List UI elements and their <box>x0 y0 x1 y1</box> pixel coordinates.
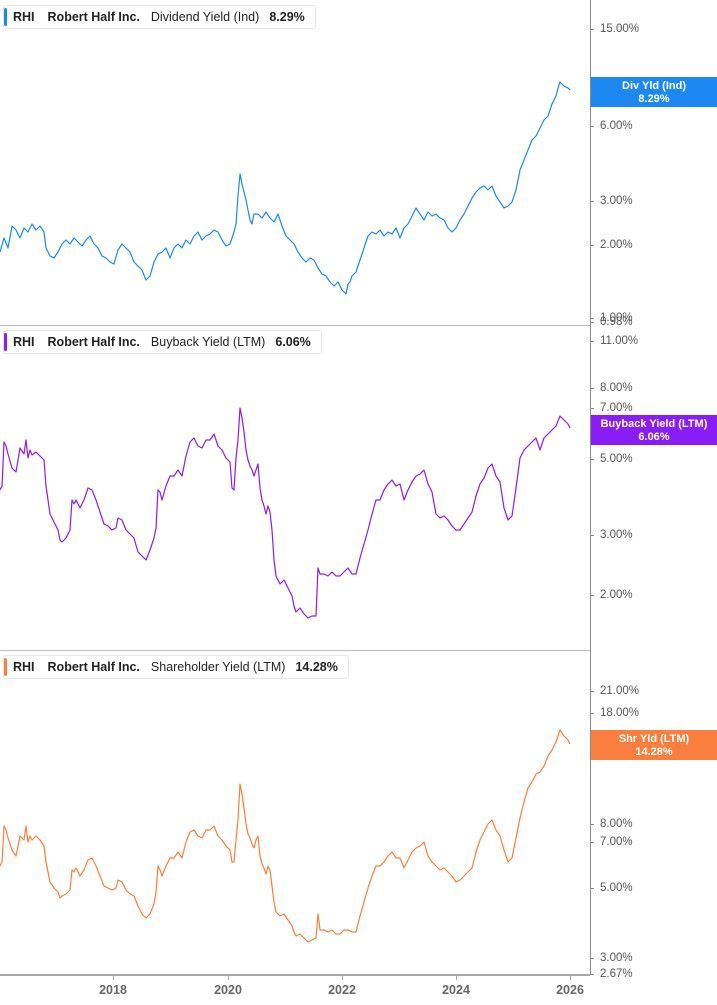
plot-area <box>0 81 571 943</box>
y-tick-label: 21.00% <box>600 685 640 697</box>
y-tick-label: 2.00% <box>600 589 633 601</box>
x-tick-label: 2018 <box>99 983 127 997</box>
y-tick <box>590 459 594 460</box>
panel-separator <box>0 650 590 651</box>
x-tick <box>456 974 457 980</box>
y-tick <box>590 322 594 323</box>
y-tick-label: 18.00% <box>600 707 640 719</box>
y-tick <box>590 974 594 975</box>
series-color-swatch <box>4 8 7 26</box>
panel-separator <box>0 325 590 326</box>
shareholder-yield-line <box>0 729 571 943</box>
y-tick-label: 7.00% <box>600 836 633 848</box>
y-tick <box>590 691 594 692</box>
company-name: Robert Half Inc. <box>47 660 140 674</box>
y-tick-label: 0.98% <box>600 316 633 328</box>
y-tick <box>590 341 594 342</box>
y-tick <box>590 595 594 596</box>
badge-value: 8.29% <box>638 92 670 105</box>
y-tick <box>590 29 594 30</box>
y-tick-label: 15.00% <box>600 23 640 35</box>
y-tick <box>590 126 594 127</box>
metric-value: 14.28% <box>295 660 338 674</box>
ticker: RHI <box>13 10 35 24</box>
legend-buyback-yield: RHI Robert Half Inc. Buyback Yield (LTM)… <box>3 330 322 354</box>
y-tick <box>590 824 594 825</box>
last-value-badge-dividend: Div Yld (Ind) 8.29% <box>591 77 717 107</box>
legend-dividend-yield: RHI Robert Half Inc. Dividend Yield (Ind… <box>3 5 316 29</box>
y-tick-label: 3.00% <box>600 952 633 964</box>
x-tick-label: 2020 <box>214 983 242 997</box>
x-axis <box>0 974 590 976</box>
badge-value: 6.06% <box>638 430 670 443</box>
metric-value: 8.29% <box>269 10 305 24</box>
y-tick-label: 7.00% <box>600 402 633 414</box>
y-tick <box>590 842 594 843</box>
y-tick <box>590 408 594 409</box>
y-tick-label: 2.67% <box>600 968 633 980</box>
badge-title: Div Yld (Ind) <box>622 80 686 92</box>
metric-value: 6.06% <box>275 335 311 349</box>
x-tick <box>228 974 229 980</box>
y-tick <box>590 318 594 319</box>
y-tick <box>590 535 594 536</box>
y-tick <box>590 958 594 959</box>
y-tick-label: 1.00% <box>600 312 633 324</box>
y-axis <box>590 0 591 975</box>
x-tick <box>342 974 343 980</box>
y-tick <box>590 388 594 389</box>
metric-name: Buyback Yield (LTM) <box>150 335 266 349</box>
y-tick <box>590 713 594 714</box>
y-tick-label: 8.00% <box>600 818 633 830</box>
y-tick-label: 3.00% <box>600 195 633 207</box>
badge-value: 14.28% <box>635 745 673 758</box>
buyback-yield-line <box>0 407 571 619</box>
y-tick-label: 5.00% <box>600 882 633 894</box>
y-tick <box>590 245 594 246</box>
legend-shareholder-yield: RHI Robert Half Inc. Shareholder Yield (… <box>3 655 349 679</box>
company-name: Robert Half Inc. <box>47 335 140 349</box>
dividend-yield-line <box>0 81 571 295</box>
last-value-badge-shareholder: Shr Yld (LTM) 14.28% <box>591 730 717 760</box>
y-tick-label: 2.00% <box>600 239 633 251</box>
ticker: RHI <box>13 335 35 349</box>
y-tick <box>590 201 594 202</box>
ticker: RHI <box>13 660 35 674</box>
y-tick-label: 11.00% <box>600 335 639 347</box>
metric-name: Shareholder Yield (LTM) <box>150 660 286 674</box>
y-tick-label: 3.00% <box>600 529 633 541</box>
y-tick-label: 6.00% <box>600 120 633 132</box>
series-color-swatch <box>4 658 7 676</box>
x-tick-label: 2022 <box>328 983 356 997</box>
y-tick-label: 8.00% <box>600 382 633 394</box>
y-tick <box>590 888 594 889</box>
last-value-badge-buyback: Buyback Yield (LTM) 6.06% <box>591 415 717 445</box>
badge-title: Buyback Yield (LTM) <box>600 418 708 430</box>
x-tick-label: 2024 <box>442 983 470 997</box>
badge-title: Shr Yld (LTM) <box>618 733 690 745</box>
x-tick <box>113 974 114 980</box>
y-tick-label: 5.00% <box>600 453 633 465</box>
x-tick <box>570 974 571 980</box>
series-color-swatch <box>4 333 7 351</box>
company-name: Robert Half Inc. <box>47 10 140 24</box>
metric-name: Dividend Yield (Ind) <box>150 10 260 24</box>
x-tick-label: 2026 <box>556 983 584 997</box>
